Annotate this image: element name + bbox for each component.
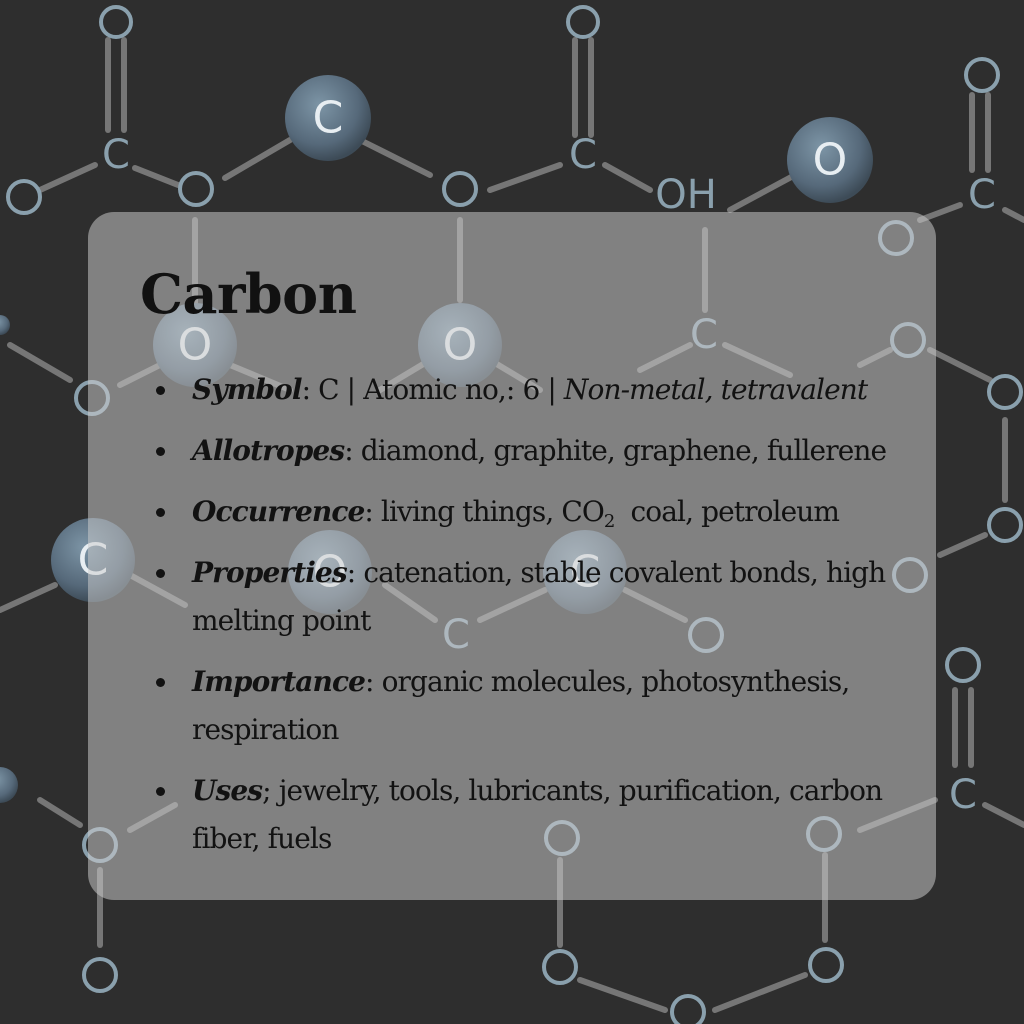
atom-oh: OH — [655, 172, 717, 218]
ball-atom-edge — [0, 315, 10, 335]
fact-value-continued: coal, petroleum — [614, 495, 840, 528]
fact-properties: Properties: catenation, stable covalent … — [150, 549, 910, 645]
fact-symbol: Symbol: C | Atomic no,: 6 | Non-metal, t… — [150, 366, 910, 414]
atom-o — [566, 5, 600, 39]
fact-key: Occurrence — [192, 495, 365, 528]
atom-o — [82, 957, 118, 993]
atom-c: C — [968, 172, 996, 218]
fact-key: Importance — [192, 665, 366, 698]
atom-o — [178, 171, 214, 207]
svg-text:C: C — [313, 93, 344, 144]
facts-list: Symbol: C | Atomic no,: 6 | Non-metal, t… — [150, 366, 910, 876]
atom-o — [987, 374, 1023, 410]
atom-c: C — [569, 132, 597, 178]
atom-o — [6, 179, 42, 215]
fact-subscript: 2 — [603, 511, 615, 532]
atom-o — [542, 949, 578, 985]
fact-value: : catenation, stable covalent bonds, hig… — [192, 556, 886, 637]
atom-o — [808, 947, 844, 983]
ball-atom-edge — [0, 767, 18, 803]
atom-o — [945, 647, 981, 683]
fact-key: Properties — [192, 556, 348, 589]
fact-extra: Non-metal, tetravalent — [563, 373, 868, 406]
fact-occurrence: Occurrence: living things, CO2 coal, pet… — [150, 488, 910, 536]
atom-o — [964, 57, 1000, 93]
fact-importance: Importance: organic molecules, photosynt… — [150, 658, 910, 754]
atom-o — [670, 994, 706, 1024]
page-title: Carbon — [140, 262, 357, 326]
fact-value: : diamond, graphite, graphene, fullerene — [344, 434, 887, 467]
ball-atom-c: C — [285, 75, 371, 161]
atom-c: C — [102, 132, 130, 178]
fact-value: ; jewelry, tools, lubricants, purificati… — [192, 774, 883, 855]
fact-key: Allotropes — [192, 434, 345, 467]
fact-allotropes: Allotropes: diamond, graphite, graphene,… — [150, 427, 910, 475]
atom-o — [99, 5, 133, 39]
fact-value: : C | Atomic no,: 6 | — [301, 373, 564, 406]
atom-o — [987, 507, 1023, 543]
info-card — [88, 212, 936, 900]
fact-uses: Uses; jewelry, tools, lubricants, purifi… — [150, 767, 910, 863]
fact-value: : organic molecules, photosynthesis, res… — [192, 665, 850, 746]
ball-atom-o: O — [787, 117, 873, 203]
atom-o — [442, 171, 478, 207]
fact-key: Uses — [192, 774, 263, 807]
fact-value: : living things, CO — [364, 495, 604, 528]
atom-c: C — [949, 772, 977, 818]
fact-key: Symbol — [192, 373, 303, 406]
svg-text:O: O — [813, 135, 848, 186]
